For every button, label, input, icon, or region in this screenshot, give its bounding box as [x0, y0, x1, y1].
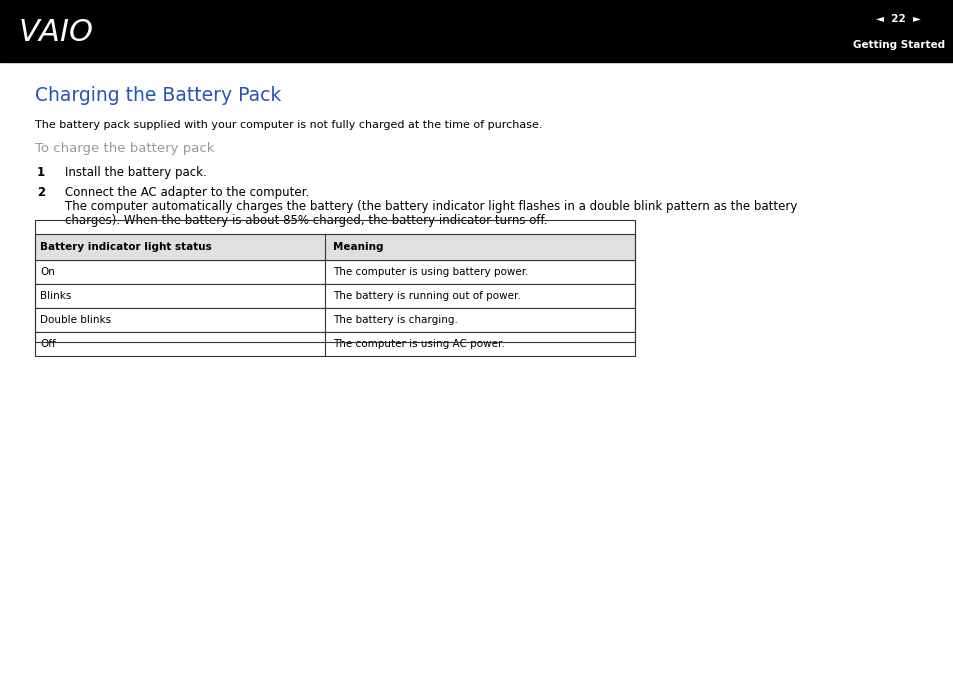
Text: The battery pack supplied with your computer is not fully charged at the time of: The battery pack supplied with your comp… [35, 120, 542, 130]
Text: 2: 2 [37, 186, 45, 199]
Text: Battery indicator light status: Battery indicator light status [40, 242, 212, 252]
Text: Connect the AC adapter to the computer.: Connect the AC adapter to the computer. [65, 186, 309, 199]
Text: Blinks: Blinks [40, 291, 71, 301]
Bar [35, 260, 635, 284]
Text: Double blinks: Double blinks [40, 315, 111, 325]
Text: Meaning: Meaning [333, 242, 383, 252]
Text: The battery is charging.: The battery is charging. [333, 315, 457, 325]
Text: 1: 1 [37, 166, 45, 179]
Text: charges). When the battery is about 85% charged, the battery indicator turns off: charges). When the battery is about 85% … [65, 214, 547, 227]
Text: To charge the battery pack: To charge the battery pack [35, 142, 214, 155]
Bar [35, 308, 635, 332]
Bar [35, 220, 635, 342]
Text: ◄  22  ►: ◄ 22 ► [876, 13, 921, 24]
Text: On: On [40, 267, 55, 277]
Text: Getting Started: Getting Started [852, 40, 944, 50]
Text: $\mathbf{\mathit{VAIO}}$: $\mathbf{\mathit{VAIO}}$ [18, 18, 93, 47]
Text: The battery is running out of power.: The battery is running out of power. [333, 291, 520, 301]
Text: Off: Off [40, 339, 55, 349]
Text: The computer is using battery power.: The computer is using battery power. [333, 267, 528, 277]
Bar [35, 234, 635, 260]
Text: Charging the Battery Pack: Charging the Battery Pack [35, 86, 281, 105]
Bar [0, 0, 953, 62]
Text: The computer is using AC power.: The computer is using AC power. [333, 339, 504, 349]
Bar [35, 284, 635, 308]
Bar [35, 332, 635, 356]
Text: Install the battery pack.: Install the battery pack. [65, 166, 207, 179]
Text: The computer automatically charges the battery (the battery indicator light flas: The computer automatically charges the b… [65, 200, 797, 213]
